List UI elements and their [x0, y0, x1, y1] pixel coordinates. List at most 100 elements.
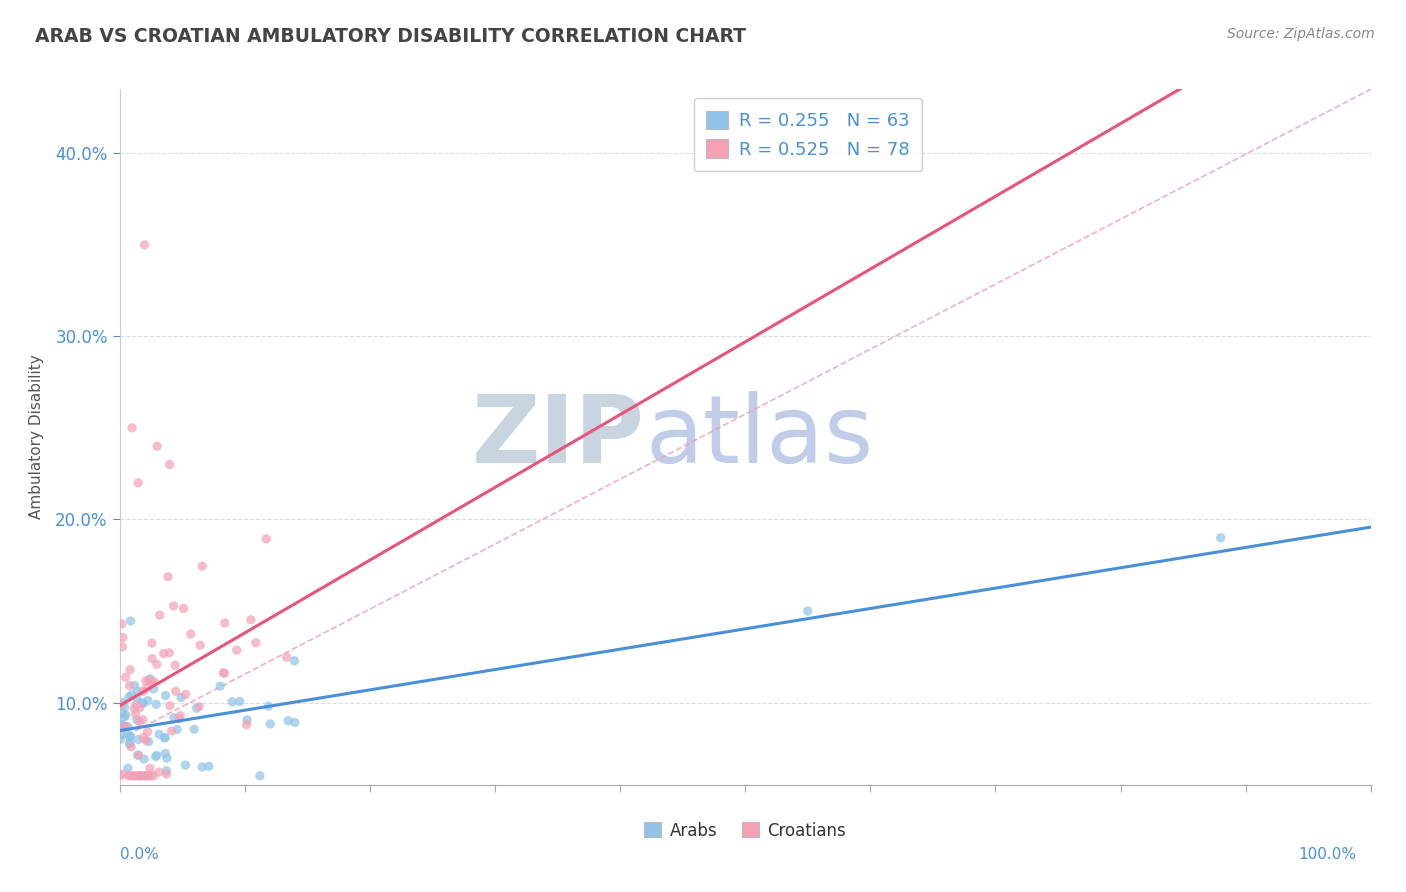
- Point: [138, 673, 160, 688]
- Point: [191, 760, 214, 774]
- Point: [127, 684, 149, 698]
- Point: [159, 698, 181, 713]
- Point: [114, 670, 136, 684]
- Point: [145, 748, 167, 763]
- Point: [209, 679, 232, 693]
- Point: [132, 713, 155, 727]
- Point: [117, 769, 139, 783]
- Point: [120, 769, 142, 783]
- Point: [127, 475, 149, 490]
- Point: [111, 616, 134, 631]
- Point: [153, 731, 176, 745]
- Point: [110, 732, 132, 747]
- Point: [257, 699, 280, 714]
- Point: [136, 724, 159, 739]
- Y-axis label: Ambulatory Disability: Ambulatory Disability: [30, 355, 44, 519]
- Point: [155, 689, 177, 703]
- Point: [212, 665, 235, 680]
- Point: [120, 614, 142, 628]
- Text: Source: ZipAtlas.com: Source: ZipAtlas.com: [1227, 27, 1375, 41]
- Point: [141, 636, 163, 650]
- Point: [284, 715, 307, 730]
- Legend: Arabs, Croatians: Arabs, Croatians: [638, 815, 852, 847]
- Point: [139, 769, 162, 783]
- Point: [254, 532, 277, 546]
- Point: [173, 601, 195, 615]
- Point: [157, 646, 180, 660]
- Point: [249, 769, 271, 783]
- Point: [141, 651, 163, 665]
- Point: [112, 710, 135, 724]
- Point: [167, 712, 190, 726]
- Point: [110, 698, 132, 712]
- Point: [141, 675, 163, 690]
- Point: [259, 717, 281, 731]
- Point: [118, 730, 141, 744]
- Point: [165, 684, 187, 698]
- Point: [111, 706, 134, 721]
- Point: [188, 638, 211, 652]
- Point: [214, 615, 236, 630]
- Point: [136, 769, 159, 783]
- Point: [156, 751, 179, 765]
- Point: [136, 693, 159, 707]
- Point: [127, 732, 149, 747]
- Point: [129, 769, 152, 783]
- Point: [134, 237, 156, 252]
- Point: [225, 643, 247, 657]
- Text: ZIP: ZIP: [472, 391, 645, 483]
- Point: [128, 748, 150, 763]
- Point: [142, 681, 165, 696]
- Point: [148, 727, 170, 741]
- Point: [145, 749, 167, 764]
- Point: [169, 708, 191, 723]
- Point: [174, 758, 197, 772]
- Point: [139, 761, 162, 775]
- Point: [121, 421, 143, 435]
- Point: [228, 694, 250, 708]
- Point: [118, 736, 141, 750]
- Point: [191, 559, 214, 574]
- Point: [283, 654, 305, 668]
- Point: [135, 673, 157, 688]
- Point: [149, 608, 172, 623]
- Point: [132, 684, 155, 698]
- Point: [146, 439, 169, 453]
- Text: atlas: atlas: [645, 391, 873, 483]
- Point: [214, 666, 236, 681]
- Text: 0.0%: 0.0%: [120, 847, 159, 863]
- Point: [127, 748, 149, 763]
- Point: [180, 627, 202, 641]
- Point: [198, 759, 221, 773]
- Point: [112, 721, 135, 735]
- Point: [160, 723, 183, 738]
- Point: [134, 752, 156, 766]
- Point: [221, 695, 243, 709]
- Point: [145, 698, 167, 712]
- Point: [145, 657, 167, 672]
- Point: [277, 714, 299, 728]
- Point: [152, 647, 174, 661]
- Point: [155, 747, 177, 761]
- Point: [125, 698, 148, 713]
- Point: [135, 681, 157, 695]
- Point: [111, 767, 134, 781]
- Point: [136, 769, 159, 783]
- Point: [132, 697, 155, 711]
- Point: [120, 739, 142, 754]
- Point: [138, 734, 160, 748]
- Point: [155, 764, 177, 778]
- Point: [170, 690, 193, 705]
- Point: [166, 723, 188, 737]
- Point: [111, 640, 134, 654]
- Point: [131, 696, 153, 710]
- Point: [128, 700, 150, 714]
- Text: ARAB VS CROATIAN AMBULATORY DISABILITY CORRELATION CHART: ARAB VS CROATIAN AMBULATORY DISABILITY C…: [35, 27, 747, 45]
- Point: [114, 700, 136, 714]
- Point: [163, 710, 186, 724]
- Point: [134, 769, 156, 783]
- Point: [174, 687, 197, 701]
- Point: [132, 769, 155, 783]
- Point: [183, 722, 205, 736]
- Point: [1209, 531, 1232, 545]
